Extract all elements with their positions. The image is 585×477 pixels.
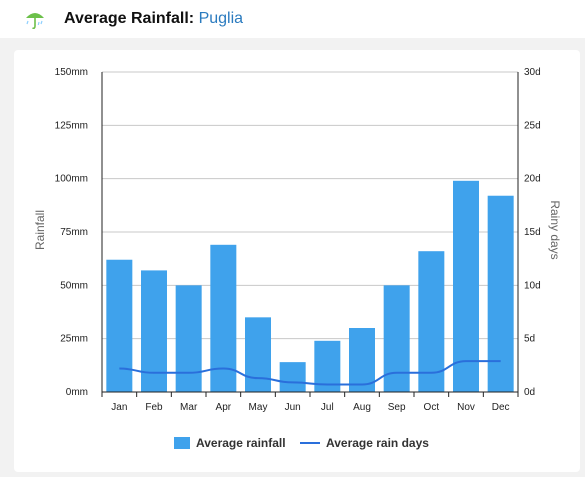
bar (487, 195, 514, 392)
legend-label-rain-days: Average rain days (326, 436, 429, 450)
y-axis-title: Rainfall (33, 210, 47, 250)
bar (175, 285, 202, 392)
y-tick-label: 0mm (66, 387, 88, 398)
y-tick-label: 150mm (55, 67, 88, 78)
umbrella-icon (26, 13, 44, 30)
bar (279, 362, 306, 392)
y2-tick-label: 15d (524, 227, 541, 238)
x-tick-label: Oct (424, 402, 440, 413)
y2-tick-label: 10d (524, 280, 541, 291)
legend: Average rainfall Average rain days (174, 436, 429, 450)
title-prefix: Average Rainfall: (64, 10, 199, 27)
axes (101, 72, 519, 397)
y-tick-label: 100mm (55, 174, 88, 185)
rain-days-line (119, 360, 501, 386)
x-tick-label: Dec (492, 402, 510, 413)
bar-series (106, 180, 514, 392)
x-tick-label: May (249, 402, 268, 413)
x-tick-label: Nov (457, 402, 475, 413)
x-tick-label: Aug (353, 402, 371, 413)
y2-tick-label: 25d (524, 120, 541, 131)
x-tick-label: Mar (180, 402, 198, 413)
bar (453, 180, 479, 392)
bar (349, 328, 375, 392)
y2-axis-title: Rainy days (548, 200, 562, 259)
x-tick-label: Jul (321, 402, 334, 413)
page-title: Average Rainfall: Puglia (64, 10, 243, 28)
x-tick-labels: Jan Feb Mar Apr May Jun Jul Aug Sep Oct Nov Dec (111, 402, 509, 413)
y-tick-label: 125mm (55, 120, 88, 131)
x-tick-label: Apr (216, 402, 232, 413)
legend-label-rainfall: Average rainfall (196, 436, 286, 450)
y2-tick-label: 20d (524, 174, 541, 185)
right-tick-labels: 0d 5d 10d 15d 20d 25d 30d (524, 67, 541, 398)
y-tick-label: 75mm (60, 227, 88, 238)
bar (210, 244, 237, 392)
bar (106, 259, 133, 392)
y-tick-label: 50mm (60, 280, 88, 291)
y2-tick-label: 0d (524, 387, 535, 398)
bar (383, 285, 410, 392)
bar (418, 251, 445, 392)
legend-swatch-rainfall (174, 437, 190, 449)
x-tick-label: Feb (145, 402, 163, 413)
y-tick-label: 25mm (60, 334, 88, 345)
x-tick-label: Jan (111, 402, 127, 413)
y2-tick-label: 30d (524, 67, 541, 78)
page-header: Average Rainfall: Puglia (0, 0, 585, 38)
bar (245, 317, 271, 392)
x-tick-label: Sep (388, 402, 406, 413)
y2-tick-label: 5d (524, 334, 535, 345)
grid-lines (102, 71, 518, 340)
left-tick-labels: 0mm 25mm 50mm 75mm 100mm 125mm 150mm (55, 67, 88, 398)
x-tick-label: Jun (285, 402, 301, 413)
region-name: Puglia (198, 10, 244, 27)
